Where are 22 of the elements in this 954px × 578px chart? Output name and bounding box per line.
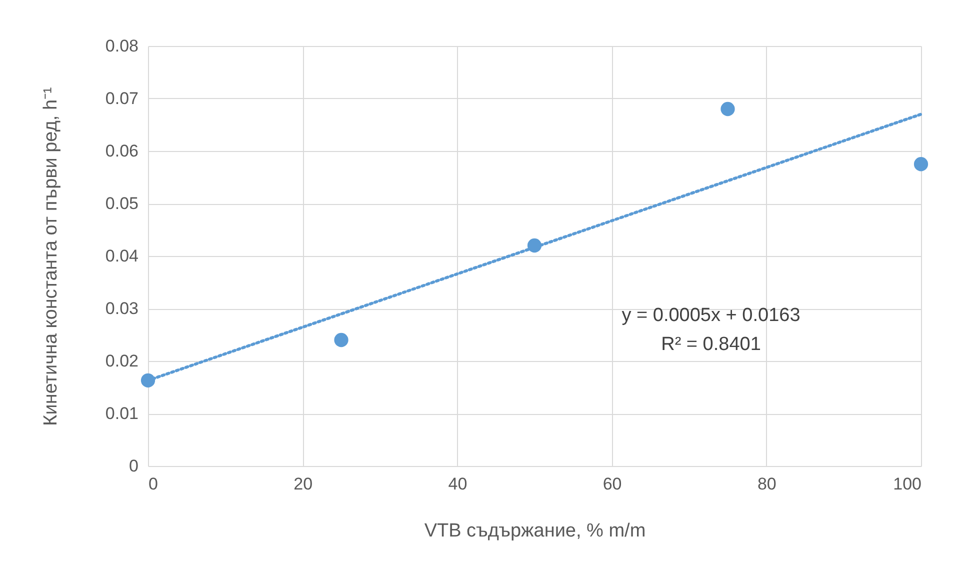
y-tick-label: 0.06 — [105, 142, 138, 160]
point — [914, 157, 928, 172]
x-tick-label: 80 — [757, 474, 776, 494]
annotation: R² = 0.8401 — [661, 334, 761, 355]
x-tick-label: 40 — [448, 474, 468, 494]
x-tick-label: 20 — [294, 474, 313, 494]
y-tick-label: 0.02 — [105, 352, 138, 370]
x-tick-label: 0 — [148, 474, 158, 494]
point — [720, 102, 735, 116]
y-tick-label: 0.03 — [105, 299, 138, 318]
y-axis-title: Кинетична константа от първи ред, h⁻¹ — [40, 87, 62, 426]
annotation: y = 0.0005x + 0.0163 — [622, 305, 800, 326]
point — [334, 332, 348, 348]
y-tick-label: 0.07 — [105, 89, 138, 108]
y-tick-label: 0 — [129, 456, 138, 476]
x-axis-title: VTB съдържание, % m/m — [424, 520, 646, 542]
y-tick-label: 0.08 — [105, 36, 138, 56]
y-tick-label: 0.01 — [105, 404, 138, 423]
y-tick-label: 0.05 — [105, 194, 138, 213]
x-tick-label: 100 — [893, 474, 922, 494]
x-tick-label: 60 — [602, 474, 622, 494]
y-tick-label: 0.04 — [105, 246, 138, 266]
